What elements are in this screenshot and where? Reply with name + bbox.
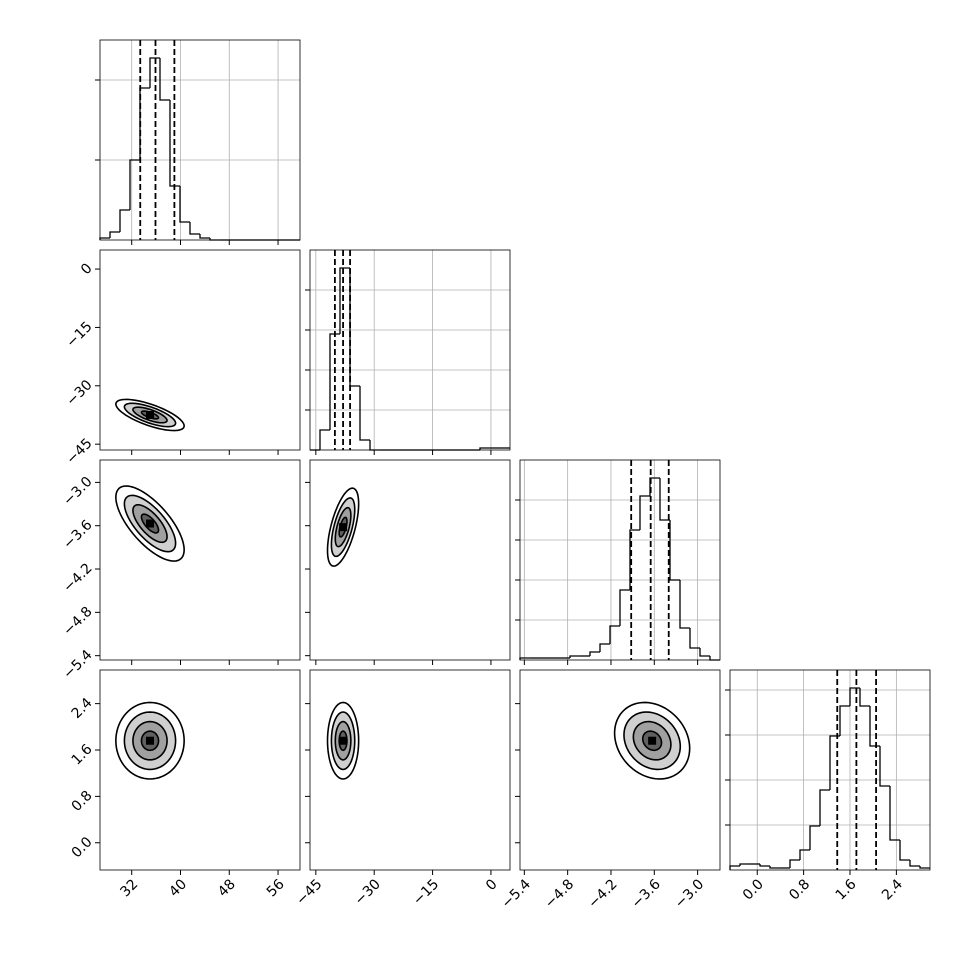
x-tick-label: −45 xyxy=(293,876,325,908)
histogram-step xyxy=(119,209,130,232)
panel-frame xyxy=(99,249,301,451)
x-tick-label: −4.8 xyxy=(542,876,577,911)
histogram-step xyxy=(889,786,900,841)
x-tick-label: 32 xyxy=(117,876,141,900)
panel xyxy=(520,460,720,660)
histogram-step xyxy=(679,580,690,629)
x-tick-label: 0.8 xyxy=(786,876,813,903)
histogram-step xyxy=(339,267,350,334)
histogram-step xyxy=(669,520,680,581)
y-tick-label: −3.0 xyxy=(60,474,95,509)
x-tick-label: 0 xyxy=(483,876,501,894)
x-tick-label: −5.4 xyxy=(499,876,534,911)
x-tick-label: 40 xyxy=(166,876,190,900)
panel-frame xyxy=(519,669,721,871)
y-tick-label: −4.2 xyxy=(60,560,95,595)
panel-frame xyxy=(309,249,511,451)
peak-marker xyxy=(146,410,154,419)
histogram-step xyxy=(759,864,770,867)
y-tick-label: 0.0 xyxy=(69,834,96,861)
panel-frame xyxy=(519,459,721,661)
histogram-step xyxy=(159,58,170,101)
peak-marker xyxy=(146,519,154,528)
histogram-step xyxy=(149,57,160,88)
panel-frame xyxy=(99,39,301,241)
x-tick-label: 1.6 xyxy=(833,876,860,903)
histogram-step xyxy=(319,429,330,450)
panel xyxy=(100,250,300,450)
histogram-step xyxy=(689,628,700,649)
y-tick-label: 2.4 xyxy=(69,695,96,722)
histogram-step xyxy=(619,589,630,626)
histogram-step xyxy=(919,866,930,869)
x-tick-label: −15 xyxy=(410,876,442,908)
histogram-step xyxy=(569,655,580,658)
histogram-step xyxy=(739,863,750,866)
y-tick-label: −5.4 xyxy=(60,647,95,682)
histogram-step xyxy=(109,231,120,238)
x-tick-label: −3.0 xyxy=(672,876,707,911)
histogram-step xyxy=(479,447,490,450)
y-tick-label: 0 xyxy=(78,260,96,278)
x-tick-label: 0.0 xyxy=(740,876,767,903)
histogram-step xyxy=(809,825,820,850)
histogram-step xyxy=(879,746,890,787)
histogram-step xyxy=(899,840,910,861)
y-tick-label: −4.8 xyxy=(60,604,95,639)
y-tick-label: 1.6 xyxy=(69,741,96,768)
histogram-step xyxy=(859,688,870,707)
panel xyxy=(100,40,300,240)
histogram-step xyxy=(659,478,670,521)
histogram-step xyxy=(179,186,190,223)
peak-marker xyxy=(339,736,348,745)
x-tick-label: 56 xyxy=(264,876,288,900)
panel xyxy=(310,460,510,660)
histogram-step xyxy=(359,386,370,441)
panel-frame xyxy=(309,459,511,661)
histogram-step xyxy=(589,651,600,656)
panel-frame xyxy=(99,669,301,871)
y-tick-label: −45 xyxy=(63,436,95,468)
histogram-step xyxy=(639,495,650,530)
panel-frame xyxy=(309,669,511,871)
x-tick-label: −3.6 xyxy=(629,876,664,911)
peak-marker xyxy=(648,736,657,745)
y-tick-label: 0.8 xyxy=(69,788,96,815)
y-tick-label: −15 xyxy=(63,319,95,351)
x-tick-label: −4.2 xyxy=(585,876,620,911)
histogram-step xyxy=(599,643,610,652)
histogram-step xyxy=(199,234,210,239)
panel-frame xyxy=(99,459,301,661)
y-tick-label: −30 xyxy=(63,377,95,409)
x-tick-label: −30 xyxy=(352,876,384,908)
histogram-step xyxy=(789,859,800,868)
histogram-step xyxy=(699,648,710,657)
histogram-step xyxy=(909,860,920,867)
peak-marker xyxy=(146,736,154,745)
x-tick-label: 48 xyxy=(215,876,239,900)
histogram-step xyxy=(129,159,140,210)
peak-marker xyxy=(339,523,348,532)
panel xyxy=(520,670,720,870)
histogram-step xyxy=(169,100,180,187)
x-tick-label: 2.4 xyxy=(879,876,906,903)
histogram-step xyxy=(329,333,340,430)
y-tick-label: −3.6 xyxy=(60,517,95,552)
histogram-step xyxy=(769,866,780,869)
histogram-step xyxy=(839,705,850,736)
histogram-step xyxy=(189,222,200,235)
histogram-step xyxy=(629,529,640,590)
panel-frame xyxy=(729,669,931,871)
histogram-step xyxy=(799,849,810,860)
histogram-step xyxy=(819,789,830,826)
histogram-step xyxy=(609,625,620,644)
